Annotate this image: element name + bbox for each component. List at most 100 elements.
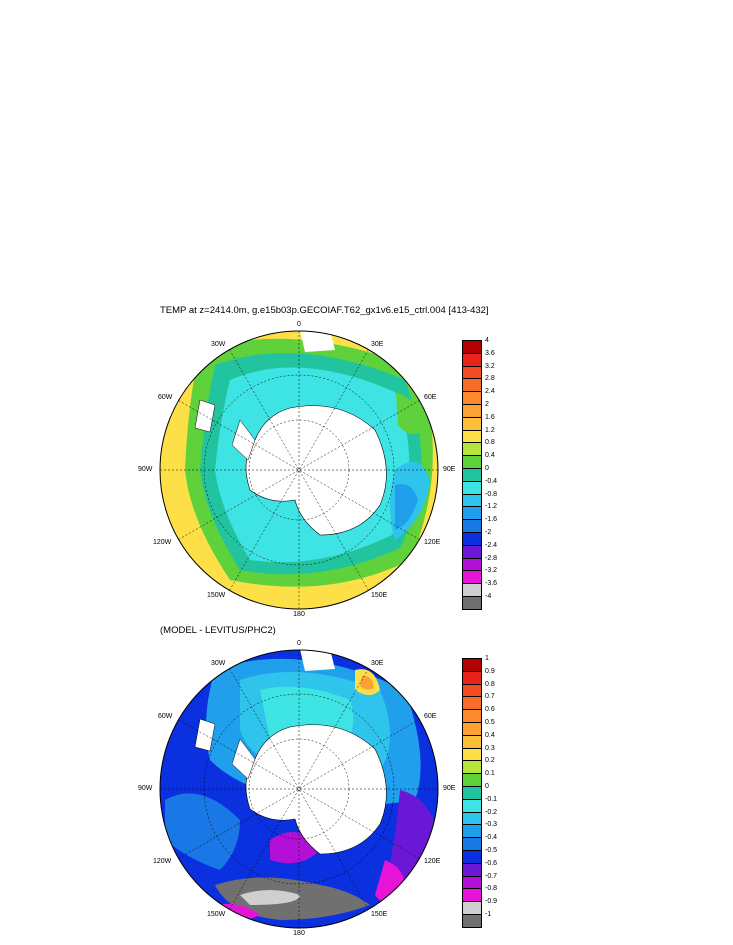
colorbar-swatch <box>463 710 481 723</box>
colorbar-swatch <box>463 520 481 533</box>
lon-label-0: 0 <box>297 321 301 328</box>
colorbar-label: -3.2 <box>485 567 498 575</box>
colorbar-swatch <box>463 838 481 851</box>
colorbar-swatch <box>463 456 481 469</box>
lon-label-30w: 30W <box>211 341 226 348</box>
colorbar-swatch <box>463 417 481 431</box>
colorbar-label: 1.6 <box>485 413 495 421</box>
colorbar-swatch <box>463 571 481 585</box>
lon-label-30e: 30E <box>371 660 384 667</box>
colorbar-swatch <box>463 850 481 864</box>
panel2-map <box>160 650 438 928</box>
colorbar-label: -0.3 <box>485 821 498 829</box>
colorbar-label: -2.4 <box>485 541 498 549</box>
colorbar-label: 0 <box>485 465 489 472</box>
colorbar-swatch <box>463 812 481 826</box>
colorbar-label: -0.8 <box>485 490 498 498</box>
lon-label-120e: 120E <box>424 858 441 865</box>
lon-label-90e: 90E <box>443 785 456 792</box>
colorbar-label: -0.4 <box>485 834 498 842</box>
colorbar-swatch <box>463 404 481 418</box>
colorbar-label: -0.4 <box>485 477 498 485</box>
colorbar-swatch <box>463 889 481 903</box>
colorbar-swatch <box>463 341 481 354</box>
colorbar-swatch <box>463 430 481 444</box>
colorbar-label: -2.8 <box>485 554 498 562</box>
colorbar-label: 0 <box>485 783 489 790</box>
lon-label-120e: 120E <box>424 539 441 546</box>
colorbar-swatch <box>463 558 481 572</box>
colorbar-swatch <box>463 392 481 405</box>
colorbar-swatch <box>463 507 481 521</box>
colorbar-label: 1 <box>485 655 489 662</box>
colorbar-swatch <box>463 761 481 775</box>
colorbar-swatch <box>463 443 481 457</box>
panel1-colorbar <box>462 340 482 610</box>
colorbar-label: -0.5 <box>485 847 498 854</box>
panel2-title: (MODEL - LEVITUS/PHC2) <box>160 625 276 636</box>
lon-label-90w: 90W <box>138 466 153 473</box>
colorbar-label: 0.6 <box>485 706 495 714</box>
colorbar-label: 0.2 <box>485 757 495 765</box>
colorbar-swatch <box>463 914 481 928</box>
colorbar-swatch <box>463 684 481 698</box>
colorbar-swatch <box>463 825 481 839</box>
colorbar-label: 0.8 <box>485 439 495 447</box>
colorbar-swatch <box>463 494 481 508</box>
colorbar-label: -2 <box>485 529 492 536</box>
colorbar-label: -1 <box>485 911 492 918</box>
colorbar-label: 0.4 <box>485 731 495 739</box>
colorbar-label: -0.8 <box>485 885 498 893</box>
colorbar-swatch <box>463 876 481 890</box>
panel2-colorbar <box>462 658 482 928</box>
colorbar-label: 0.1 <box>485 770 495 778</box>
lon-label-90w: 90W <box>138 785 153 792</box>
lon-label-180: 180 <box>293 611 305 618</box>
colorbar-swatch <box>463 659 481 672</box>
colorbar-label: 2.8 <box>485 375 495 383</box>
colorbar-label: 0.3 <box>485 744 495 752</box>
lon-label-150w: 150W <box>207 911 226 918</box>
colorbar-label: 0.8 <box>485 680 495 688</box>
lon-label-30e: 30E <box>371 341 384 348</box>
panel1-title: TEMP at z=2414.0m, g.e15b03p.GECOIAF.T62… <box>160 305 489 316</box>
colorbar-label: 3.6 <box>485 349 495 357</box>
lon-label-150e: 150E <box>371 911 388 918</box>
colorbar-swatch <box>463 481 481 495</box>
lon-label-60w: 60W <box>158 394 173 401</box>
lon-label-120w: 120W <box>153 858 172 865</box>
colorbar-swatch <box>463 671 481 685</box>
colorbar-swatch <box>463 697 481 711</box>
colorbar-swatch <box>463 532 481 546</box>
colorbar-label: 1.2 <box>485 426 495 434</box>
colorbar-swatch <box>463 902 481 915</box>
colorbar-label: -0.7 <box>485 872 498 880</box>
colorbar-label: -1.2 <box>485 503 498 511</box>
lon-label-90e: 90E <box>443 466 456 473</box>
lon-label-120w: 120W <box>153 539 172 546</box>
colorbar-label: -4 <box>485 593 492 600</box>
lon-label-180: 180 <box>293 930 305 937</box>
colorbar-label: 2 <box>485 401 489 408</box>
colorbar-label: 0.4 <box>485 452 495 460</box>
lon-label-60e: 60E <box>424 394 437 401</box>
colorbar-label: 0.9 <box>485 667 495 675</box>
colorbar-swatch <box>463 596 481 610</box>
colorbar-swatch <box>463 786 481 800</box>
colorbar-swatch <box>463 722 481 736</box>
colorbar-swatch <box>463 735 481 749</box>
colorbar-label: 0.5 <box>485 719 495 726</box>
colorbar-swatch <box>463 468 481 482</box>
lon-label-60e: 60E <box>424 713 437 720</box>
lon-label-150e: 150E <box>371 592 388 599</box>
colorbar-label: -0.6 <box>485 859 498 867</box>
lon-label-60w: 60W <box>158 713 173 720</box>
colorbar-label: -0.2 <box>485 808 498 816</box>
colorbar-swatch <box>463 366 481 380</box>
colorbar-swatch <box>463 799 481 813</box>
lon-label-0: 0 <box>297 640 301 647</box>
colorbar-label: 3.2 <box>485 362 495 370</box>
colorbar-label: 2.4 <box>485 388 495 396</box>
colorbar-label: 0.7 <box>485 693 495 701</box>
